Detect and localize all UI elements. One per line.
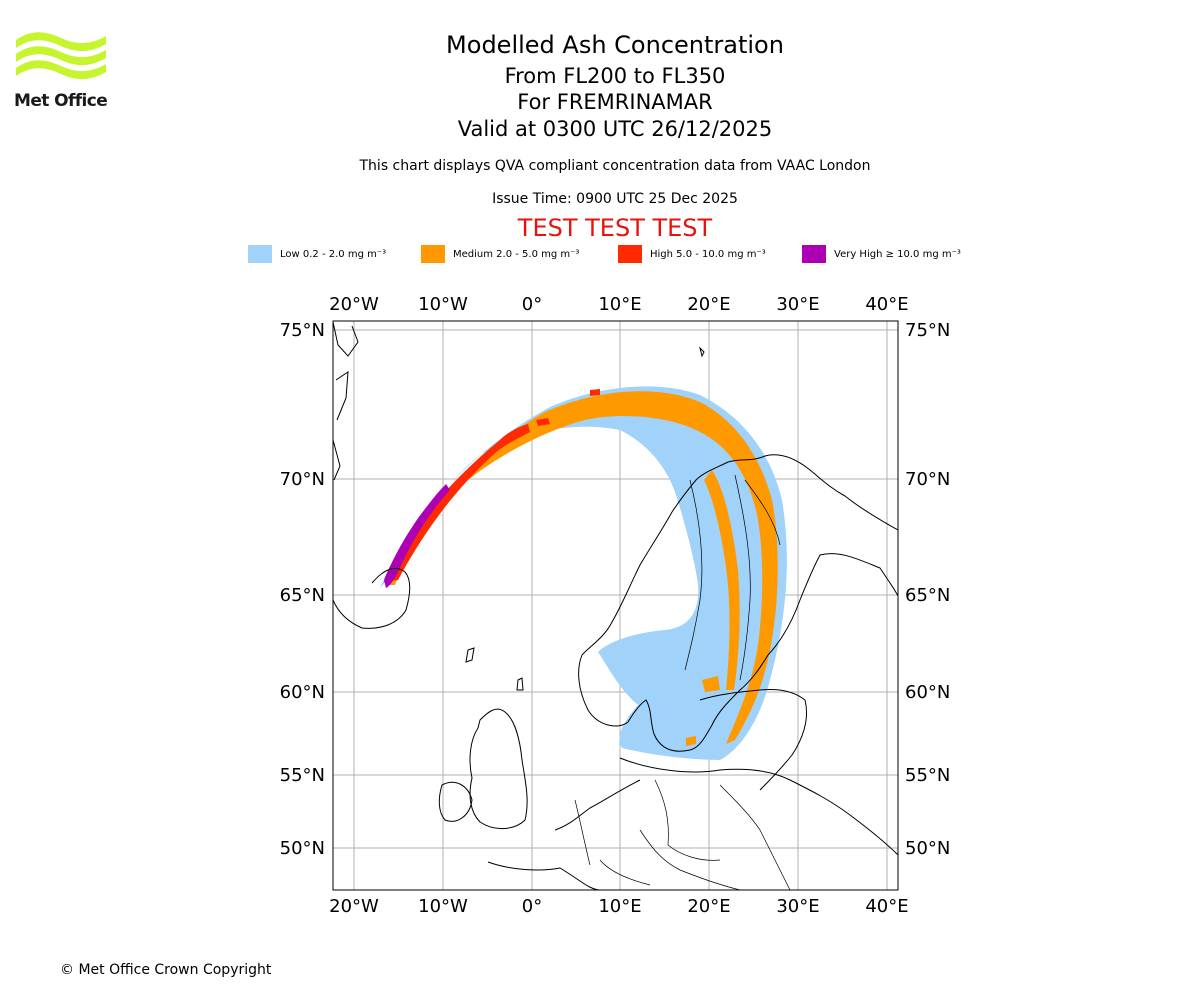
lat-label-left: 65°N [280, 585, 325, 606]
legend-label-very-high: Very High ≥ 10.0 mg m⁻³ [834, 248, 961, 260]
copyright-notice: © Met Office Crown Copyright [60, 962, 272, 978]
borders [574, 474, 791, 890]
map-content [333, 321, 898, 890]
issue-time: Issue Time: 0900 UTC 25 Dec 2025 [492, 191, 738, 207]
legend-label-medium: Medium 2.0 - 5.0 mg m⁻³ [453, 248, 580, 260]
lon-label-top: 30°E [776, 294, 819, 315]
lat-label-right: 60°N [905, 682, 950, 703]
lon-label-bottom: 30°E [776, 896, 819, 917]
lon-label-top: 10°W [418, 294, 468, 315]
chart-title: Modelled Ash Concentration [446, 31, 784, 59]
lat-label-right: 70°N [905, 469, 950, 490]
lon-label-top: 10°E [598, 294, 641, 315]
lon-label-top: 20°W [329, 294, 379, 315]
map-frame [332, 320, 899, 891]
legend-item-high: High 5.0 - 10.0 mg m⁻³ [618, 244, 766, 264]
lon-label-top: 20°E [687, 294, 730, 315]
legend-swatch-very-high [802, 245, 826, 263]
event-name: For FREMRINAMAR [517, 90, 713, 114]
lat-label-right: 50°N [905, 838, 950, 859]
flight-levels: From FL200 to FL350 [504, 64, 726, 88]
lon-label-bottom: 20°W [329, 896, 379, 917]
ash-low [380, 386, 787, 760]
lat-label-left: 75°N [280, 320, 325, 341]
legend-swatch-medium [421, 245, 445, 263]
legend-label-high: High 5.0 - 10.0 mg m⁻³ [650, 248, 766, 260]
met-office-logo [16, 32, 106, 80]
lon-label-top: 40°E [865, 294, 908, 315]
lon-label-top: 0° [522, 294, 542, 315]
lon-label-bottom: 20°E [687, 896, 730, 917]
lon-label-bottom: 40°E [865, 896, 908, 917]
lat-label-right: 65°N [905, 585, 950, 606]
lat-label-left: 60°N [280, 682, 325, 703]
ash-very-high [384, 484, 450, 588]
test-banner: TEST TEST TEST [517, 214, 713, 242]
ash-medium [385, 391, 778, 746]
lon-label-bottom: 10°W [418, 896, 468, 917]
legend-label-low: Low 0.2 - 2.0 mg m⁻³ [280, 248, 387, 260]
legend-item-very-high: Very High ≥ 10.0 mg m⁻³ [802, 244, 961, 264]
lat-label-right: 55°N [905, 765, 950, 786]
lon-label-bottom: 0° [522, 896, 542, 917]
legend-swatch-low [248, 245, 272, 263]
lat-label-left: 55°N [280, 765, 325, 786]
lat-label-right: 75°N [905, 320, 950, 341]
lat-label-left: 70°N [280, 469, 325, 490]
lat-label-left: 50°N [280, 838, 325, 859]
valid-time: Valid at 0300 UTC 26/12/2025 [457, 117, 773, 141]
lon-label-bottom: 10°E [598, 896, 641, 917]
legend-swatch-high [618, 245, 642, 263]
logo-text: Met Office [14, 91, 108, 111]
coastlines [333, 321, 898, 890]
legend-item-low: Low 0.2 - 2.0 mg m⁻³ [248, 244, 386, 264]
compliance-note: This chart displays QVA compliant concen… [359, 158, 871, 174]
legend-item-medium: Medium 2.0 - 5.0 mg m⁻³ [421, 244, 579, 264]
